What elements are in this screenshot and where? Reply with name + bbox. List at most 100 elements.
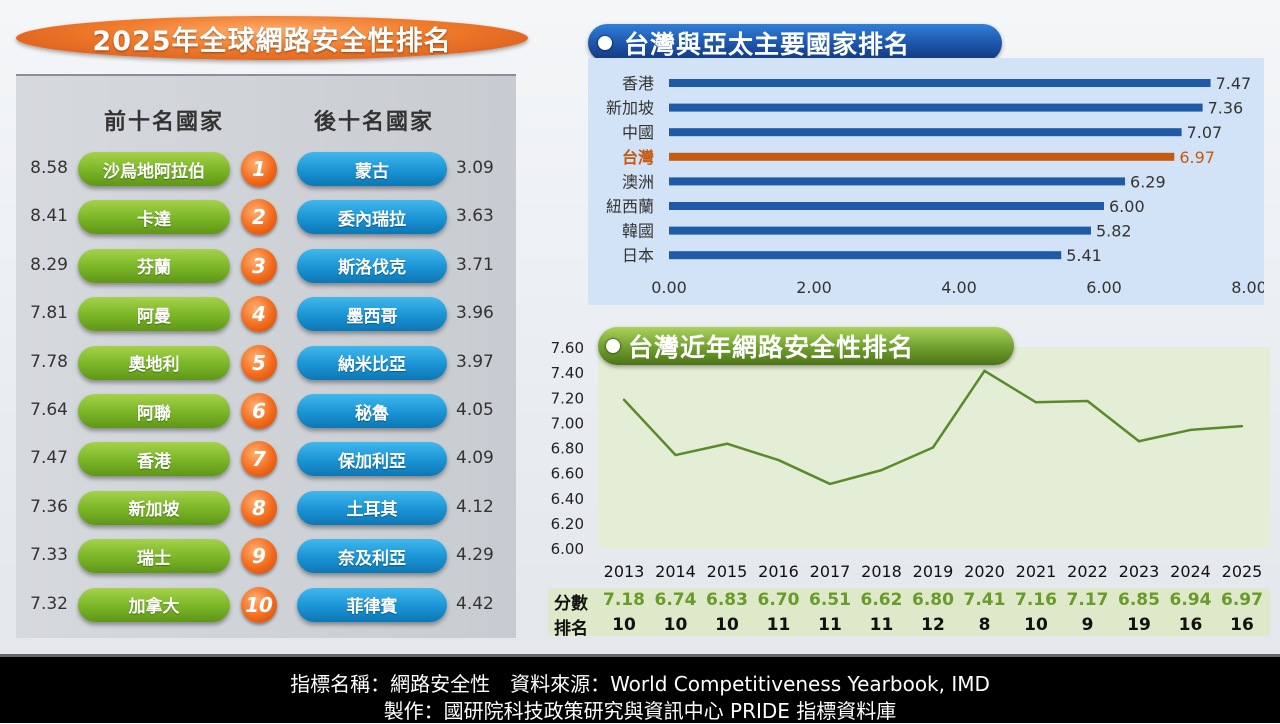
bar-category-label: 紐西蘭 xyxy=(606,197,654,216)
rank-cell: 10 xyxy=(715,615,739,635)
top10-score: 7.64 xyxy=(30,400,68,420)
rank-cell: 16 xyxy=(1230,615,1254,635)
top10-country: 阿曼 xyxy=(78,297,230,332)
bottom10-score: 4.05 xyxy=(456,400,494,420)
bar xyxy=(669,103,1203,112)
x-tick-label: 2020 xyxy=(964,562,1005,581)
top10-score: 7.47 xyxy=(30,448,68,469)
bar-value-label: 6.97 xyxy=(1179,148,1215,167)
bar-value-label: 5.41 xyxy=(1066,246,1102,265)
y-tick-label: 6.00 xyxy=(551,540,584,558)
score-cell: 6.74 xyxy=(654,590,697,610)
bottom10-country: 菲律賓 xyxy=(297,587,447,622)
bottom10-country: 蒙古 xyxy=(297,152,447,186)
rank-cell: 12 xyxy=(921,615,945,635)
bar-category-label: 日本 xyxy=(622,246,654,265)
bar xyxy=(669,79,1211,87)
top10-country: 沙烏地阿拉伯 xyxy=(78,152,230,186)
rank-cell: 16 xyxy=(1178,615,1203,635)
bottom10-country: 斯洛伐克 xyxy=(297,248,447,283)
bar xyxy=(669,202,1104,210)
score-cell: 6.94 xyxy=(1169,590,1212,610)
line-chart-title-text: 台灣近年網路安全性排名 xyxy=(628,333,915,362)
bar xyxy=(669,177,1126,186)
rank-badge: 3 xyxy=(241,247,277,284)
top10-score: 7.36 xyxy=(30,496,68,517)
bottom10-country: 土耳其 xyxy=(297,490,447,525)
x-tick-label: 2014 xyxy=(655,562,696,581)
top10-country: 奧地利 xyxy=(78,345,230,380)
data-point xyxy=(725,442,729,445)
top10-country: 加拿大 xyxy=(78,587,230,622)
rank-badge: 4 xyxy=(241,296,277,333)
bottom10-country: 墨西哥 xyxy=(297,297,447,332)
data-point xyxy=(931,446,935,449)
rank-cell: 9 xyxy=(1081,615,1094,635)
bar-category-label: 台灣 xyxy=(622,148,654,167)
x-tick-label: 6.00 xyxy=(1086,278,1122,297)
top10-score: 8.41 xyxy=(30,206,68,227)
top10-country: 新加坡 xyxy=(78,490,230,525)
bottom10-country: 委內瑞拉 xyxy=(297,200,447,235)
top10-country: 芬蘭 xyxy=(78,248,230,283)
top10-score: 8.58 xyxy=(30,158,68,178)
bar-value-label: 7.07 xyxy=(1187,123,1223,142)
rank-badge: 10 xyxy=(241,586,277,623)
data-point xyxy=(880,468,883,472)
data-point xyxy=(622,398,626,401)
x-tick-label: 2025 xyxy=(1222,562,1263,581)
bottom10-score: 4.29 xyxy=(456,545,494,566)
x-tick-label: 2017 xyxy=(810,562,851,581)
top10-score: 7.33 xyxy=(30,545,68,566)
score-rank-table xyxy=(548,588,1270,636)
rank-cell: 10 xyxy=(1024,615,1048,635)
x-tick-label: 2016 xyxy=(758,562,799,581)
data-point xyxy=(1189,428,1192,432)
rank-badge: 1 xyxy=(241,151,277,187)
score-cell: 6.51 xyxy=(809,590,851,610)
x-tick-label: 2013 xyxy=(604,562,645,581)
rank-badge: 7 xyxy=(241,441,277,478)
bar-chart-title: 台灣與亞太主要國家排名 xyxy=(588,24,1002,62)
x-tick-label: 2021 xyxy=(1016,562,1057,581)
bar-value-label: 7.47 xyxy=(1216,74,1252,93)
footer xyxy=(0,654,1280,723)
bar-category-label: 中國 xyxy=(622,123,654,142)
bar xyxy=(669,251,1062,260)
y-tick-label: 7.40 xyxy=(551,364,584,382)
top10-score: 8.29 xyxy=(30,254,68,275)
bar-value-label: 5.82 xyxy=(1096,222,1132,241)
bar-category-label: 新加坡 xyxy=(606,99,654,118)
rank-cell: 10 xyxy=(612,615,636,635)
x-tick-label: 8.00 xyxy=(1231,278,1264,297)
x-tick-label: 2.00 xyxy=(796,278,832,297)
bar-category-label: 韓國 xyxy=(622,222,654,241)
bar xyxy=(669,128,1182,137)
data-point xyxy=(1137,440,1141,443)
bottom10-score: 4.09 xyxy=(456,448,494,469)
top10-score: 7.78 xyxy=(30,351,68,372)
bar-chart-title-text: 台灣與亞太主要國家排名 xyxy=(624,30,911,59)
y-tick-label: 7.20 xyxy=(551,389,584,407)
rank-cell: 19 xyxy=(1127,615,1151,635)
top10-score: 7.32 xyxy=(30,593,68,614)
score-cell: 7.41 xyxy=(963,590,1006,610)
rank-cell: 10 xyxy=(663,615,688,635)
bullet-icon xyxy=(598,36,612,50)
y-tick-label: 6.20 xyxy=(551,515,584,533)
rank-row-label: 排名 xyxy=(554,619,588,639)
x-tick-label: 2024 xyxy=(1170,562,1211,581)
rank-cell: 11 xyxy=(818,615,842,635)
bottom10-header: 後十名國家 xyxy=(314,110,435,135)
x-tick-label: 2022 xyxy=(1067,562,1108,581)
x-tick-label: 2019 xyxy=(913,562,954,581)
rank-cell: 11 xyxy=(766,615,791,635)
bar-category-label: 香港 xyxy=(622,74,654,93)
rank-badge: 6 xyxy=(241,393,277,429)
data-point xyxy=(777,458,780,462)
y-tick-label: 7.60 xyxy=(551,339,584,357)
x-tick-label: 2015 xyxy=(707,562,748,581)
bottom10-score: 3.96 xyxy=(456,303,494,324)
top10-country: 卡達 xyxy=(78,200,230,235)
data-point xyxy=(983,369,986,373)
